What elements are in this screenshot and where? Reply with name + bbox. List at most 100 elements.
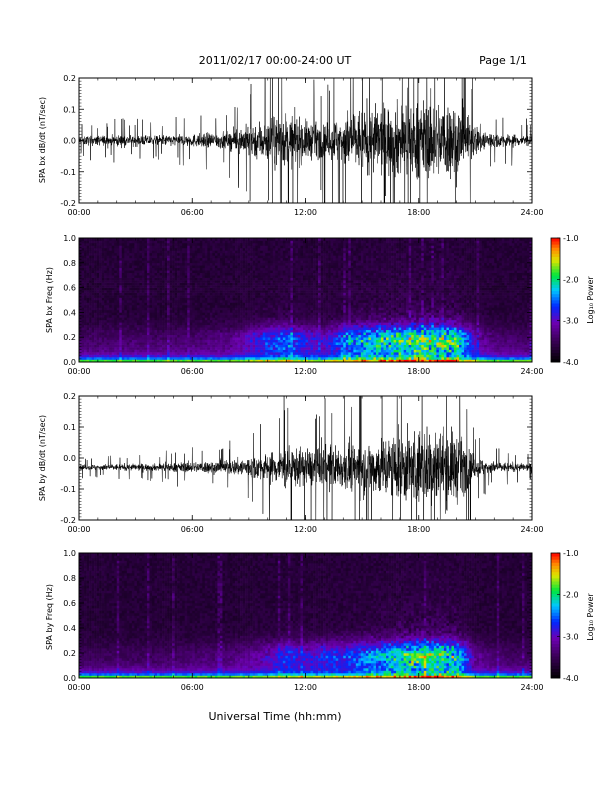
spectrogram-cell: [159, 352, 163, 355]
spectrogram-cell: [131, 352, 135, 355]
spectrogram-cell: [219, 339, 223, 343]
spectrogram-cell: [134, 297, 138, 301]
spectrogram-cell: [240, 342, 243, 345]
spectrogram-cell: [114, 297, 118, 301]
spectrogram-cell: [237, 357, 241, 360]
spectrogram-cell: [252, 304, 256, 308]
spectrogram-cell: [94, 240, 97, 244]
spectrogram-cell: [265, 329, 269, 333]
spectrogram-cell: [235, 238, 238, 241]
spectrogram-cell: [300, 352, 304, 355]
spectrogram-cell: [89, 332, 92, 336]
spectrogram-cell: [164, 327, 168, 331]
spectrogram-cell: [119, 314, 123, 318]
spectrogram-cell: [310, 304, 314, 308]
spectrogram-cell: [252, 319, 256, 323]
spectrogram-cell: [99, 280, 102, 283]
spectrogram-cell: [189, 344, 193, 348]
spectrogram-cell: [86, 292, 90, 296]
spectrogram-cell: [300, 265, 304, 269]
spectrogram-cell: [255, 267, 258, 271]
spectrogram-cell: [207, 322, 211, 326]
spectrogram-cell: [81, 297, 85, 301]
spectrogram-cell: [267, 245, 271, 249]
spectrogram-cell: [136, 282, 140, 286]
spectrogram-cell: [119, 267, 123, 271]
spectrogram-cell: [247, 262, 251, 266]
spectrogram-cell: [187, 302, 191, 306]
spectrogram-cell: [255, 250, 258, 254]
spectrogram-cell: [192, 245, 196, 249]
spectrogram-cell: [277, 247, 281, 251]
spectrogram-cell: [230, 337, 233, 340]
spectrogram-cell: [257, 280, 261, 283]
spectrogram-cell: [292, 307, 296, 311]
spectrogram-cell: [109, 309, 113, 313]
spectrogram-cell: [270, 260, 274, 264]
spectrogram-cell: [242, 314, 246, 318]
spectrogram-cell: [212, 347, 216, 350]
spectrogram-cell: [96, 257, 100, 261]
spectrogram-cell: [224, 285, 228, 288]
spectrogram-cell: [172, 324, 175, 328]
spectrogram-cell: [267, 272, 271, 276]
spectrogram-cell: [189, 275, 193, 278]
spectrogram-cell: [131, 337, 135, 340]
spectrogram-cell: [187, 297, 191, 301]
spectrogram-cell: [267, 240, 271, 244]
spectrogram-cell: [177, 309, 180, 313]
spectrogram-cell: [204, 300, 208, 303]
spectrogram-cell: [272, 334, 276, 338]
spectrogram-cell: [174, 347, 178, 350]
spectrogram-cell: [197, 309, 201, 313]
spectrogram-cell: [111, 245, 115, 249]
spectrogram-cell: [257, 349, 261, 353]
spectrogram-cell: [172, 272, 175, 276]
spectrogram-cell: [126, 354, 130, 358]
spectrogram-cell: [287, 270, 291, 274]
spectrogram-cell: [136, 329, 140, 333]
spectrogram-cell: [262, 262, 266, 266]
spectrogram-cell: [131, 327, 135, 331]
spectrogram-cell: [164, 275, 168, 278]
spectrogram-cell: [146, 337, 150, 340]
spectrogram-cell: [305, 260, 309, 264]
spectrogram-cell: [265, 342, 269, 345]
spectrogram-cell: [257, 247, 261, 251]
spectrogram-cell: [199, 349, 203, 353]
spectrogram-cell: [96, 329, 100, 333]
spectrogram-cell: [189, 270, 193, 274]
spectrogram-cell: [282, 344, 286, 348]
spectrogram-cell: [124, 257, 128, 261]
spectrogram-cell: [262, 245, 266, 249]
spectrogram-cell: [151, 287, 155, 291]
spectrogram-cell: [252, 250, 256, 254]
spectrogram-cell: [157, 344, 160, 348]
spectrogram-cell: [252, 314, 256, 318]
spectrogram-cell: [164, 319, 168, 323]
spectrogram-cell: [292, 247, 296, 251]
spectrogram-cell: [235, 314, 238, 318]
spectrogram-cell: [136, 242, 140, 246]
spectrogram-cell: [292, 302, 296, 306]
spectrogram-cell: [154, 272, 158, 276]
spectrogram-cell: [189, 324, 193, 328]
spectrogram-cell: [247, 285, 251, 288]
spectrogram-cell: [144, 317, 148, 321]
spectrogram-cell: [174, 272, 178, 276]
spectrogram-cell: [247, 275, 251, 278]
spectrogram-cell: [232, 314, 236, 318]
spectrogram-cell: [159, 309, 163, 313]
spectrogram-cell: [250, 238, 253, 241]
spectrogram-cell: [94, 322, 97, 326]
spectrogram-cell: [144, 238, 148, 241]
spectrogram-cell: [177, 337, 180, 340]
spectrogram-cell: [202, 329, 206, 333]
spectrogram-cell: [252, 297, 256, 301]
spectrogram-cell: [119, 262, 123, 266]
spectrogram-cell: [235, 285, 238, 288]
spectrogram-cell: [126, 290, 130, 293]
spectrogram-cell: [302, 297, 306, 301]
spectrogram-cell: [179, 319, 183, 323]
spectrogram-cell: [159, 255, 163, 259]
